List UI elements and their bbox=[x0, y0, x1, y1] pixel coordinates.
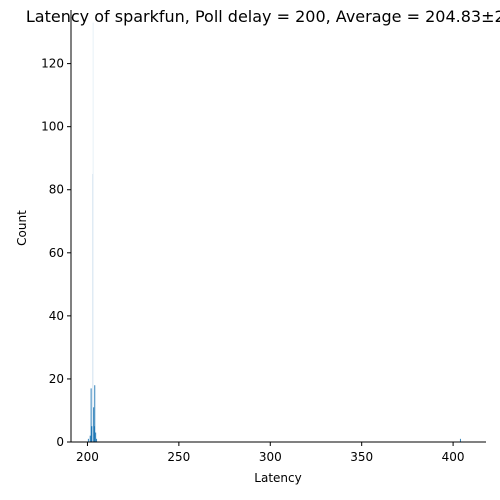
x-tick-label: 400 bbox=[442, 450, 465, 464]
histogram-bar bbox=[91, 426, 93, 442]
y-axis-ticks: 0 20 40 60 80 100 120 bbox=[41, 57, 71, 449]
y-tick-label: 40 bbox=[49, 309, 64, 323]
y-tick-label: 100 bbox=[41, 120, 64, 134]
histogram-bar bbox=[92, 22, 94, 443]
histogram-bar bbox=[93, 426, 95, 442]
y-tick-label: 60 bbox=[49, 246, 64, 260]
x-axis-ticks: 200 250 300 350 400 bbox=[76, 442, 465, 464]
x-tick-label: 250 bbox=[167, 450, 190, 464]
histogram-bar bbox=[89, 435, 91, 442]
histogram-bar bbox=[96, 438, 98, 442]
x-tick-label: 300 bbox=[259, 450, 282, 464]
y-axis-label: Count bbox=[15, 210, 29, 246]
y-tick-label: 0 bbox=[56, 435, 64, 449]
histogram-bar bbox=[94, 385, 96, 442]
histogram-bar bbox=[95, 432, 97, 442]
histogram-bar bbox=[93, 407, 95, 442]
x-tick-label: 350 bbox=[350, 450, 373, 464]
x-tick-label: 200 bbox=[76, 450, 99, 464]
chart-title: Latency of sparkfun, Poll delay = 200, A… bbox=[26, 7, 500, 26]
histogram-bar bbox=[92, 173, 94, 442]
histogram-bar bbox=[90, 388, 92, 442]
y-tick-label: 20 bbox=[49, 372, 64, 386]
histogram-bar bbox=[87, 438, 89, 442]
x-axis-label: Latency bbox=[254, 471, 301, 485]
bars-group bbox=[87, 22, 461, 443]
histogram-bar bbox=[459, 438, 461, 442]
y-tick-label: 120 bbox=[41, 57, 64, 71]
y-tick-label: 80 bbox=[49, 183, 64, 197]
